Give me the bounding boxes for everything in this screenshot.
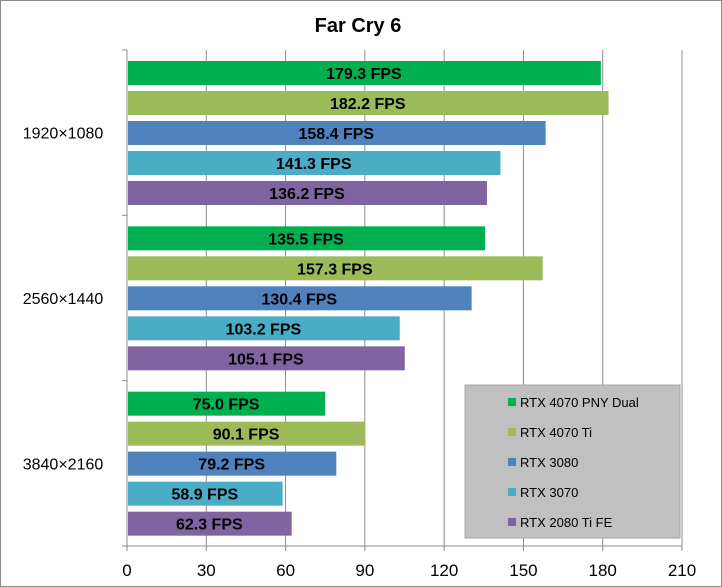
axes xyxy=(122,49,683,551)
legend-box xyxy=(464,384,681,539)
legend-swatch xyxy=(508,398,516,406)
legend-label: RTX 4070 PNY Dual xyxy=(520,395,639,410)
legend-label: RTX 4070 Ti xyxy=(520,425,592,440)
legend-label: RTX 3070 xyxy=(520,485,578,500)
category-labels: 1920×1080 2560×1440 3840×2160 xyxy=(23,126,104,474)
data-label: 62.3 FPS xyxy=(176,517,243,534)
bar xyxy=(128,451,337,476)
bar xyxy=(128,181,487,205)
bar xyxy=(128,346,405,371)
x-tick-label: 60 xyxy=(276,561,295,580)
data-labels: 179.3 FPS 182.2 FPS 158.4 FPS 141.3 FPS 136.… xyxy=(171,66,405,534)
bar xyxy=(128,481,283,506)
category-label: 2560×1440 xyxy=(23,291,104,308)
bar xyxy=(128,151,501,175)
bar xyxy=(128,391,326,416)
legend-swatch xyxy=(508,428,516,436)
bar xyxy=(128,421,366,446)
bar xyxy=(128,91,609,115)
data-label: 75.0 FPS xyxy=(193,397,260,414)
data-label: 141.3 FPS xyxy=(276,156,352,173)
bar xyxy=(128,256,543,281)
chart-title: Far Cry 6 xyxy=(315,15,402,37)
x-tick-labels: 0 30 60 90 120 150 180 210 xyxy=(122,561,696,580)
data-label: 136.2 FPS xyxy=(269,186,345,203)
x-tick-label: 150 xyxy=(509,561,537,580)
legend-swatch xyxy=(508,458,516,466)
x-tick-label: 210 xyxy=(668,561,696,580)
data-label: 158.4 FPS xyxy=(299,126,375,143)
x-tick-label: 90 xyxy=(355,561,374,580)
data-label: 103.2 FPS xyxy=(226,321,302,338)
data-label: 182.2 FPS xyxy=(330,96,406,113)
legend-swatch xyxy=(508,518,516,526)
x-tick-label: 180 xyxy=(589,561,617,580)
bars xyxy=(128,61,609,536)
legend-label: RTX 2080 Ti FE xyxy=(520,515,613,530)
bar xyxy=(128,316,400,341)
data-label: 157.3 FPS xyxy=(297,261,373,278)
data-label: 130.4 FPS xyxy=(262,291,338,308)
bar xyxy=(128,61,601,85)
bar xyxy=(128,121,546,145)
bar xyxy=(128,226,486,251)
data-label: 135.5 FPS xyxy=(268,231,344,248)
category-label: 3840×2160 xyxy=(23,456,104,473)
bar xyxy=(128,511,292,536)
legend-label: RTX 3080 xyxy=(520,455,578,470)
data-label: 105.1 FPS xyxy=(228,351,304,368)
x-tick-label: 0 xyxy=(122,561,131,580)
data-label: 90.1 FPS xyxy=(213,427,280,444)
legend: RTX 4070 PNY Dual RTX 4070 Ti RTX 3080 RTX … xyxy=(464,384,681,539)
x-tick-label: 30 xyxy=(197,561,216,580)
category-label: 1920×1080 xyxy=(23,126,104,143)
data-label: 79.2 FPS xyxy=(198,457,265,474)
x-tick-label: 120 xyxy=(430,561,458,580)
bar xyxy=(128,286,472,311)
legend-swatch xyxy=(508,488,516,496)
data-label: 179.3 FPS xyxy=(326,66,402,83)
data-label: 58.9 FPS xyxy=(171,487,238,504)
